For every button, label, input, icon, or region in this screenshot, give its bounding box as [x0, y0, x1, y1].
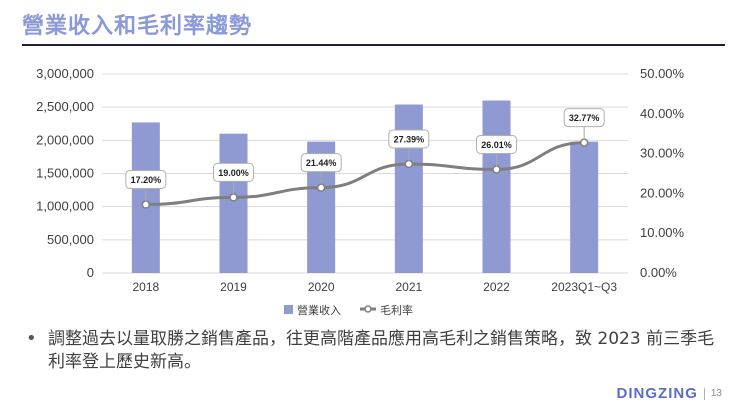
y-left-tick-label: 1,500,000 [36, 166, 94, 181]
data-label-box [476, 134, 517, 154]
x-category-label: 2021 [395, 280, 422, 294]
x-category-label: 2018 [132, 280, 159, 294]
x-category-label: 2020 [308, 280, 335, 294]
x-category-label: 2019 [220, 280, 247, 294]
bullet-text: 調整過去以量取勝之銷售產品，往更高階產品應用高毛利之銷售策略，致 2023 前三… [48, 329, 715, 372]
y-left-tick-label: 3,000,000 [36, 66, 94, 81]
footer: DINGZING 13 [617, 385, 722, 402]
bullet-point: • 調整過去以量取勝之銷售產品，往更高階產品應用高毛利之銷售策略，致 2023 … [26, 328, 716, 374]
footer-divider [703, 387, 705, 400]
x-category-label: 2022 [483, 280, 510, 294]
brand-logo: DINGZING [616, 385, 698, 402]
revenue-margin-chart: 0 500,000 1,000,000 1,500,000 2,000,000 2,500… [22, 56, 708, 324]
y-right-tick-label: 10.00% [640, 225, 685, 240]
line-marker [141, 200, 151, 209]
bullet-dot-icon: • [26, 328, 37, 349]
data-label-box [300, 153, 342, 173]
legend-swatch-revenue [284, 305, 293, 314]
y-left-tick-label: 1,000,000 [36, 199, 94, 214]
y-left-tick-label: 500,000 [47, 232, 94, 247]
data-label-box [125, 170, 167, 190]
title-divider [22, 44, 725, 46]
legend-marker-margin [364, 305, 372, 313]
bar-revenue [570, 141, 599, 273]
chart-svg: 0 500,000 1,000,000 1,500,000 2,000,000 2,500… [36, 66, 685, 317]
data-label: 32.77% [569, 113, 600, 123]
y-right-tick-label: 20.00% [640, 185, 685, 200]
line-marker [404, 159, 414, 169]
y-right-tick-label: 50.00% [640, 66, 685, 81]
y-left-tick-label: 2,000,000 [36, 132, 94, 147]
y-right-tick-label: 40.00% [640, 106, 685, 121]
y-right-tick-label: 30.00% [640, 146, 685, 161]
legend-label-revenue: 營業收入 [297, 303, 341, 317]
line-marker [229, 193, 238, 202]
data-label: 21.44% [306, 158, 337, 168]
line-marker [579, 138, 589, 147]
x-category-label: 2023Q1~Q3 [551, 280, 617, 294]
y-right-tick-label: 0.00% [640, 265, 677, 280]
page-number: 13 [710, 388, 722, 399]
page-title: 營業收入和毛利率趨勢 [22, 14, 253, 39]
bar-revenue [219, 133, 248, 273]
line-gross-margin [145, 141, 585, 207]
legend-label-margin: 毛利率 [380, 303, 413, 317]
y-left-tick-label: 2,500,000 [36, 99, 94, 114]
data-label-box [563, 108, 605, 128]
data-label: 27.39% [394, 134, 425, 144]
line-marker [492, 165, 501, 174]
y-left-tick-label: 0 [87, 265, 94, 280]
bar-revenue [482, 100, 511, 274]
data-label-box [213, 162, 254, 182]
data-label: 17.20% [131, 175, 162, 185]
data-label: 19.00% [218, 168, 249, 178]
line-marker [316, 183, 326, 192]
data-label-box [388, 129, 430, 149]
data-label: 26.01% [481, 140, 512, 150]
